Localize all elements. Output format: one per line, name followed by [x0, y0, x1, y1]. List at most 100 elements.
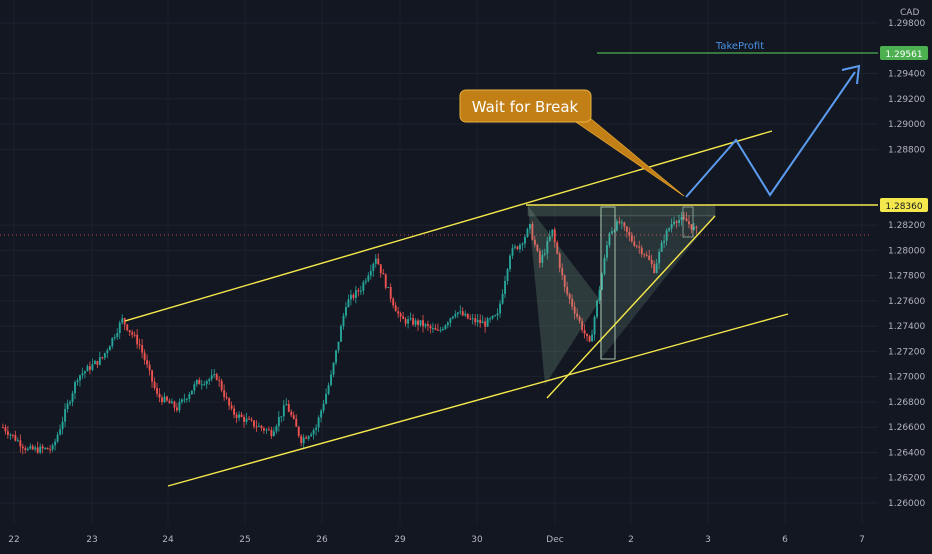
candle-body: [461, 311, 464, 316]
chart-grid: [0, 22, 878, 504]
channel-lower-line[interactable]: [167, 313, 789, 487]
candle-body: [446, 322, 449, 326]
candle-body: [469, 318, 472, 320]
candle-body: [347, 299, 350, 308]
candle-body: [106, 350, 109, 354]
candle-body: [133, 334, 136, 336]
candle-body: [84, 371, 86, 374]
candle-body: [514, 246, 516, 248]
candle-body: [372, 263, 375, 271]
candle-body: [553, 229, 556, 243]
candle-body: [210, 375, 213, 380]
callout-text: Wait for Break: [472, 98, 579, 116]
candle-body: [504, 280, 506, 294]
current-price-text: 1.28360: [885, 202, 922, 212]
candle-body: [591, 334, 593, 342]
candle-body: [596, 300, 598, 317]
pattern-box-tall: [600, 206, 616, 360]
candle-body: [625, 226, 628, 232]
candle-body: [392, 298, 395, 306]
candle-body: [434, 328, 437, 330]
rising-support-line[interactable]: [546, 215, 716, 399]
candle-body: [332, 362, 335, 375]
candle-body: [14, 435, 17, 441]
candle-body: [608, 233, 611, 246]
time-axis[interactable]: 22 23 24 25 26 29 30 Dec 2 3 6 7: [8, 535, 865, 545]
candle-body: [297, 426, 300, 436]
current-price-badge: [880, 198, 928, 212]
candle-body: [499, 303, 502, 314]
candle-body: [394, 305, 397, 312]
candle-body: [611, 231, 613, 234]
candle-body: [183, 399, 186, 401]
candle-body: [643, 254, 646, 256]
candle-body: [456, 312, 459, 315]
candle-body: [136, 334, 139, 345]
candle-body: [407, 319, 410, 324]
candle-body: [650, 260, 653, 265]
candle-body: [377, 258, 380, 265]
time-tick-label: 2: [628, 535, 634, 545]
candle-body: [121, 318, 124, 323]
candle-body: [548, 236, 551, 241]
candle-body: [74, 382, 76, 394]
candle-body: [658, 251, 661, 264]
price-axis[interactable]: CAD 1.29800 1.29400 1.29200 1.29000 1.28800 1…: [888, 8, 925, 509]
candle-body: [429, 325, 432, 329]
candle-body: [598, 289, 601, 301]
price-tick-label: 1.28200: [888, 221, 925, 231]
time-tick-label: 22: [8, 535, 19, 545]
candle-body: [76, 380, 79, 383]
candle-body: [71, 393, 74, 402]
candle-body: [399, 313, 402, 317]
callout-bubble[interactable]: [459, 89, 592, 123]
candle-body: [556, 242, 559, 254]
candle-body: [272, 431, 275, 437]
candle-body: [690, 224, 693, 230]
price-tick-label: 1.29400: [888, 70, 925, 80]
candle-body: [238, 414, 241, 418]
candle-body: [295, 418, 298, 427]
candle-body: [292, 415, 295, 419]
candle-body: [36, 447, 39, 453]
candle-body: [253, 420, 255, 427]
candle-body: [89, 366, 91, 370]
candle-body: [6, 431, 9, 435]
candle-body: [561, 268, 564, 276]
callout-pointer: [568, 117, 685, 197]
candle-body: [630, 235, 633, 242]
candle-body: [496, 313, 499, 316]
candle-body: [118, 322, 121, 334]
candle-body: [59, 429, 62, 435]
candle-body: [66, 403, 69, 410]
candle-body: [317, 417, 320, 428]
candle-body: [245, 418, 248, 422]
candle-body: [96, 360, 99, 365]
channel-upper-line[interactable]: [124, 130, 773, 322]
candle-body: [223, 390, 226, 397]
candle-body: [322, 403, 325, 411]
candle-body: [26, 448, 29, 451]
candle-body: [427, 324, 429, 326]
candle-body: [200, 384, 203, 386]
candle-body: [588, 336, 591, 342]
candle-body: [275, 426, 278, 432]
candle-body: [220, 380, 223, 391]
candle-body: [444, 325, 447, 330]
candle-body: [330, 374, 332, 386]
candle-body: [668, 228, 671, 231]
candle-body: [163, 396, 166, 403]
candle-body: [4, 427, 7, 432]
candle-body: [44, 447, 47, 449]
time-tick-label: 26: [316, 535, 328, 545]
candle-body: [640, 247, 643, 255]
price-tick-label: 1.28000: [888, 246, 925, 256]
candle-body: [663, 240, 666, 243]
candle-body: [536, 244, 539, 251]
time-tick-label: 24: [162, 535, 174, 545]
candle-body: [374, 258, 377, 264]
candle-body: [533, 239, 536, 245]
projection-path[interactable]: [685, 71, 856, 198]
candle-body: [526, 228, 529, 237]
